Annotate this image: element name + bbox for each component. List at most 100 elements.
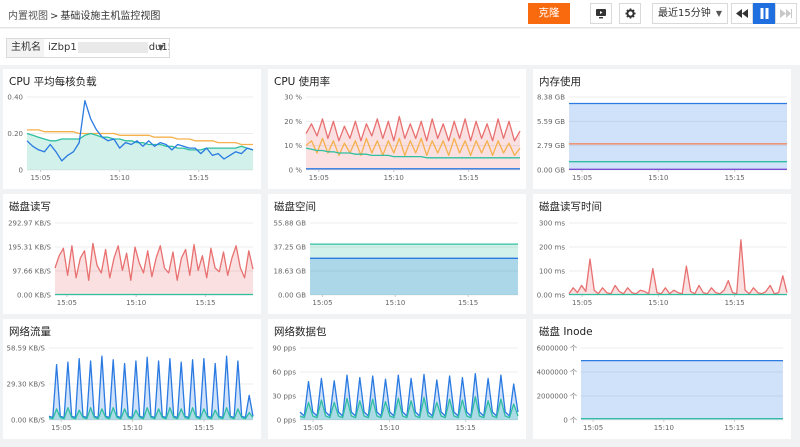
chart-disk-io[interactable]: 292.97 KB/S 195.31 KB/S 97.66 KB/S 0.00 KB/… (3, 194, 261, 314)
gear-icon (624, 8, 636, 19)
y-tick-label: 0 个 (563, 417, 577, 425)
tv-icon (596, 9, 606, 19)
y-tick-label: 0.00 KB/S (11, 417, 46, 425)
y-tick-label: 300 ms (539, 220, 565, 228)
time-range-select[interactable]: 最近15分钟 ▼ (652, 3, 728, 24)
x-tick-label: 15:05 (312, 299, 332, 307)
panel-disk-io: 磁盘读写 292.97 KB/S 195.31 KB/S 97.66 KB/S 0.0… (3, 194, 261, 314)
y-tick-label: 10 % (284, 142, 302, 150)
host-value-prefix: iZbp1 (48, 42, 77, 53)
clone-button[interactable]: 克隆 (528, 3, 570, 24)
chart-memory[interactable]: 8.38 GB 5.59 GB 2.79 GB 0.00 GB 15:05 15:10 15… (533, 69, 797, 189)
series-line-2 (26, 100, 254, 162)
x-tick-label: 15:15 (725, 174, 745, 182)
panel-disk-io-time: 磁盘读写时间 300 ms 200 ms 100 ms 0.00 ms 15:05 15:… (533, 194, 791, 314)
x-tick-label: 15:05 (583, 424, 603, 432)
y-tick-label: 4000000 个 (537, 369, 577, 377)
rewind-icon (736, 9, 748, 18)
theme-button[interactable] (590, 3, 612, 24)
x-tick-label: 15:10 (126, 299, 146, 307)
y-tick-label: 0.40 (7, 94, 23, 102)
pause-button[interactable] (753, 3, 775, 24)
chart-disk-space[interactable]: 55.88 GB 37.25 GB 18.63 GB 0.00 GB 15:05 15:1… (268, 194, 526, 314)
series-line-2 (305, 147, 520, 159)
x-tick-label: 15:10 (648, 299, 668, 307)
panel-network-packets: 网络数据包 90 pps 60 pps 30 pps 0 pps 15:05 15:10 1… (268, 319, 526, 439)
panel-memory: 内存使用 8.38 GB 5.59 GB 2.79 GB 0.00 GB 15:05 15… (533, 69, 791, 189)
y-tick-label: 90 pps (272, 345, 296, 353)
panel-title: 网络数据包 (274, 326, 327, 338)
breadcrumb-parent-link[interactable]: 内置视图 (8, 11, 48, 22)
panel-title: CPU 使用率 (274, 76, 331, 88)
panel-network-traffic: 网络流量 58.59 KB/S 29.30 KB/S 0.00 KB/S 15:05 1… (3, 319, 261, 439)
host-select[interactable]: iZbp1 du15Z ▼ (44, 38, 170, 58)
chart-disk-inode[interactable]: 6000000 个 4000000 个 2000000 个 0 个 15:05 15:10… (533, 319, 797, 443)
y-tick-label: 60 pps (272, 369, 296, 377)
y-tick-label: 0.00 KB/S (17, 292, 52, 300)
series-area-1 (310, 258, 518, 295)
series-area-1 (27, 133, 253, 170)
panel-title: 磁盘 Inode (539, 326, 593, 338)
y-tick-label: 97.66 KB/S (13, 268, 52, 276)
series-area-0 (306, 116, 520, 170)
series-line-0 (568, 239, 788, 295)
y-tick-label: 100 ms (539, 268, 565, 276)
chart-network-packets[interactable]: 90 pps 60 pps 30 pps 0 pps 15:05 15:10 15:15 (268, 319, 526, 443)
time-range-value: 最近15分钟 (658, 8, 711, 19)
settings-button[interactable] (619, 3, 641, 24)
x-tick-label: 15:10 (385, 299, 405, 307)
x-tick-label: 15:15 (724, 424, 744, 432)
fast-forward-icon (780, 9, 792, 18)
x-tick-label: 15:05 (572, 174, 592, 182)
x-tick-label: 15:15 (458, 299, 478, 307)
rewind-button[interactable] (731, 3, 753, 24)
y-tick-label: 0.00 GB (278, 292, 306, 300)
host-value-suffix: du15Z (148, 42, 169, 53)
y-tick-label: 18.63 GB (274, 268, 307, 276)
chart-cpu-load[interactable]: 0.40 0.20 0 15:05 15:10 15:15 (3, 69, 261, 189)
x-tick-label: 15:05 (51, 424, 71, 432)
chevron-down-icon: ▼ (157, 43, 164, 52)
panel-cpu-load: CPU 平均每核负载 0.40 0.20 0 15:05 15:10 15:15 (3, 69, 261, 189)
chart-network-traffic[interactable]: 58.59 KB/S 29.30 KB/S 0.00 KB/S 15:05 15:10 1… (3, 319, 261, 443)
breadcrumb: 内置视图 > 基础设施主机监控视图 (8, 7, 160, 22)
series-area-0 (300, 373, 518, 420)
series-area-0 (49, 356, 253, 420)
series-area-0 (581, 360, 783, 420)
y-tick-label: 8.38 GB (537, 94, 565, 102)
x-tick-label: 15:15 (725, 299, 745, 307)
pause-icon (760, 8, 768, 19)
panel-title: 磁盘读写时间 (539, 201, 602, 213)
fast-forward-button[interactable] (775, 3, 797, 24)
breadcrumb-separator: > (50, 11, 59, 22)
y-tick-label: 195.31 KB/S (8, 244, 51, 252)
series-area-0 (310, 244, 518, 295)
x-tick-label: 15:10 (384, 174, 404, 182)
y-tick-label: 20 % (284, 118, 302, 126)
chart-cpu-usage[interactable]: 30 % 20 % 10 % 0 % 15:05 15:10 15:15 (268, 69, 526, 189)
series-area-0 (569, 239, 787, 295)
y-tick-label: 0.00 ms (537, 292, 566, 300)
y-tick-label: 0.20 (7, 130, 23, 138)
x-tick-label: 15:15 (456, 424, 476, 432)
x-tick-label: 15:05 (57, 299, 77, 307)
panel-title: 网络流量 (9, 326, 51, 338)
y-tick-label: 29.30 KB/S (7, 381, 46, 389)
panel-title: 内存使用 (539, 76, 581, 88)
series-line-0 (305, 115, 521, 142)
y-tick-label: 292.97 KB/S (8, 220, 51, 228)
panel-disk-space: 磁盘空间 55.88 GB 37.25 GB 18.63 GB 0.00 GB 15:0… (268, 194, 526, 314)
host-value-mask (77, 41, 148, 53)
series-line-1 (305, 137, 521, 157)
chart-disk-io-time[interactable]: 300 ms 200 ms 100 ms 0.00 ms 15:05 15:10 15:15 (533, 194, 797, 314)
y-tick-label: 55.88 GB (274, 220, 307, 228)
x-tick-label: 15:10 (123, 424, 143, 432)
panel-title: 磁盘读写 (9, 201, 51, 213)
x-tick-label: 15:15 (189, 174, 209, 182)
x-tick-label: 15:10 (110, 174, 130, 182)
series-line-1 (26, 132, 254, 151)
x-tick-label: 15:10 (654, 424, 674, 432)
host-label: 主机名 (6, 38, 46, 58)
panel-title: CPU 平均每核负载 (9, 76, 97, 88)
x-tick-label: 15:10 (379, 424, 399, 432)
